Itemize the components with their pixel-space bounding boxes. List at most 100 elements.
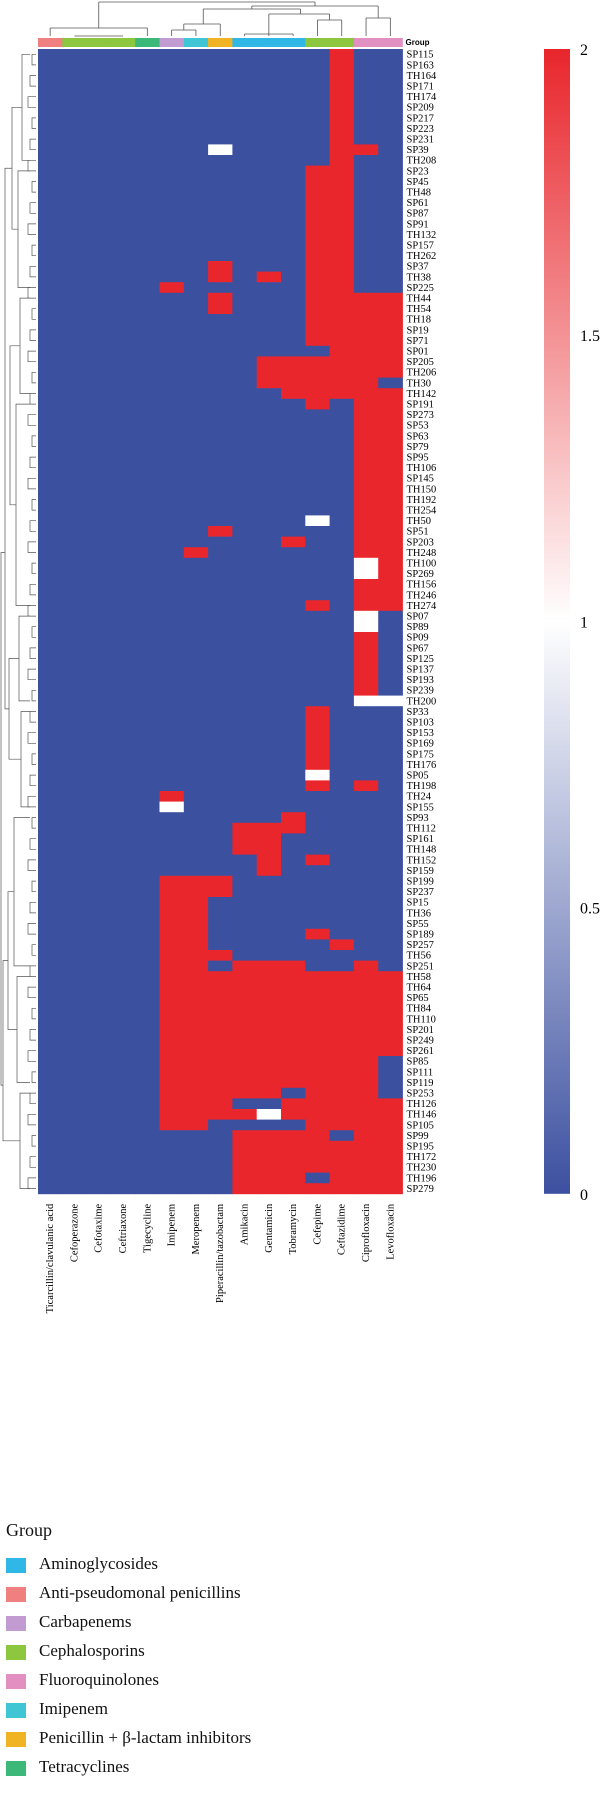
heatmap-cell [353, 1066, 379, 1078]
heatmap-cell [305, 1024, 330, 1036]
heatmap-cell [232, 939, 258, 951]
heatmap-cell [378, 441, 403, 453]
heatmap-cell [329, 367, 355, 378]
heatmap-cell [62, 123, 87, 135]
heatmap-cell [305, 674, 330, 686]
heatmap-cell [378, 239, 403, 251]
heatmap-cell [208, 960, 233, 972]
heatmap-cell [305, 833, 330, 845]
heatmap-cell [135, 345, 160, 357]
heatmap-cell [353, 59, 379, 71]
heatmap-cell [329, 897, 355, 908]
heatmap-cell [232, 960, 258, 972]
heatmap-cell [159, 557, 185, 569]
heatmap-cell [110, 504, 136, 516]
heatmap-cell [86, 833, 112, 845]
heatmap-cell [62, 70, 87, 82]
heatmap-cell [135, 971, 160, 983]
heatmap-cell [110, 1109, 136, 1120]
heatmap-cell [329, 494, 355, 506]
heatmap-cell [329, 610, 355, 622]
heatmap-cell [353, 960, 379, 972]
heatmap-cell [353, 292, 379, 304]
legend-label: Cephalosporins [39, 1641, 145, 1660]
heatmap-cell [62, 367, 87, 378]
heatmap-cell [86, 1056, 112, 1067]
heatmap-cell [305, 250, 330, 262]
heatmap-cell [135, 1119, 160, 1131]
heatmap-cell [208, 165, 233, 177]
heatmap-cell [232, 928, 258, 940]
heatmap-cell [378, 462, 403, 474]
heatmap-cell [378, 791, 403, 802]
heatmap-cell [110, 303, 136, 315]
row-label: SP99 [407, 1131, 429, 1142]
heatmap-cell [62, 897, 87, 908]
heatmap-cell [378, 568, 403, 580]
heatmap-cell [183, 356, 209, 368]
heatmap-cell [159, 886, 185, 898]
heatmap-cell [183, 748, 209, 760]
heatmap-cell [86, 801, 112, 813]
heatmap-cell [353, 1098, 379, 1110]
heatmap-cell [86, 1119, 112, 1131]
heatmap-cell [329, 663, 355, 675]
heatmap-cell [305, 133, 330, 145]
heatmap-cell [38, 801, 63, 813]
heatmap-cell [38, 123, 63, 135]
heatmap-cell [305, 271, 330, 283]
heatmap-cell [159, 282, 185, 294]
heatmap-cell [135, 155, 160, 166]
legend-swatch [6, 1587, 26, 1602]
heatmap-cell [62, 133, 87, 145]
heatmap-cell [353, 812, 379, 824]
heatmap-cell [281, 473, 306, 484]
row-dendrogram-branch [27, 287, 36, 299]
heatmap-cell [159, 981, 185, 993]
heatmap-cell [110, 897, 136, 908]
heatmap-cell [159, 791, 185, 802]
heatmap-cell [86, 1066, 112, 1078]
row-label: TH24 [407, 792, 432, 803]
heatmap-cell [159, 59, 185, 71]
heatmap-cell [329, 292, 355, 304]
heatmap-cell [378, 759, 403, 771]
heatmap-cell [378, 102, 403, 113]
heatmap-cell [159, 197, 185, 209]
heatmap-cell [110, 674, 136, 686]
heatmap-cell [208, 123, 233, 135]
heatmap-cell [38, 579, 63, 590]
heatmap-cell [62, 112, 87, 124]
heatmap-cell [329, 621, 355, 633]
heatmap-cell [86, 897, 112, 908]
heatmap-cell [110, 314, 136, 325]
heatmap-cell [183, 80, 209, 92]
row-dendrogram-branch [9, 345, 20, 506]
heatmap-cell [86, 822, 112, 834]
heatmap-cell [86, 451, 112, 463]
heatmap-cell [281, 155, 306, 166]
heatmap-cell [232, 1066, 258, 1078]
heatmap-cell [38, 642, 63, 654]
heatmap-cell [183, 1140, 209, 1152]
heatmap-cell [38, 950, 63, 961]
heatmap-cell [329, 1013, 355, 1025]
heatmap-cell [329, 960, 355, 972]
heatmap-cell [159, 1172, 185, 1184]
heatmap-cell [86, 1172, 112, 1184]
heatmap-cell [378, 261, 403, 272]
heatmap-cell [159, 208, 185, 219]
heatmap-cell [86, 886, 112, 898]
heatmap-cell [62, 960, 87, 972]
heatmap-cell [159, 388, 185, 400]
heatmap-cell [135, 59, 160, 71]
heatmap-cell [378, 897, 403, 908]
heatmap-cell [110, 1056, 136, 1067]
heatmap-cell [159, 186, 185, 198]
row-dendrogram-branch [18, 615, 30, 702]
heatmap-cell [159, 462, 185, 474]
heatmap-cell [305, 812, 330, 824]
heatmap-cell [305, 1087, 330, 1099]
heatmap-cell [86, 526, 112, 537]
heatmap-cell [110, 420, 136, 431]
